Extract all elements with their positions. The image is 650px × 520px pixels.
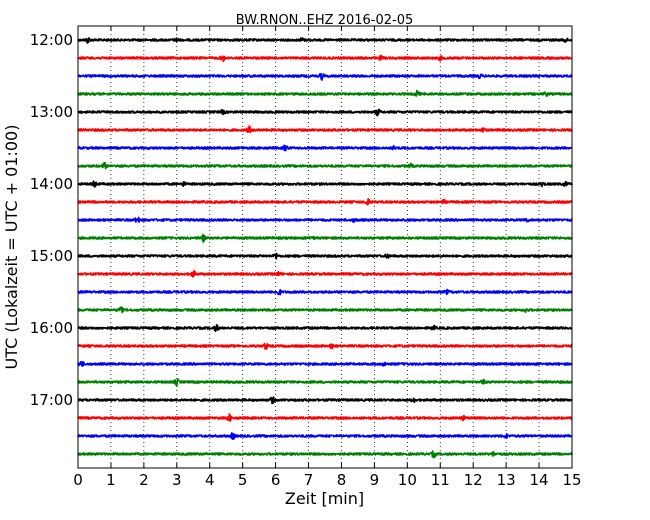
x-tick-label: 4 bbox=[205, 471, 215, 489]
x-tick-label: 5 bbox=[238, 471, 248, 489]
x-tick-label: 9 bbox=[370, 471, 380, 489]
trace-line bbox=[77, 252, 573, 260]
trace-line bbox=[77, 342, 573, 350]
trace-line bbox=[77, 108, 573, 117]
plot-frame bbox=[77, 25, 573, 469]
axes: 0 1 2 3 4 5 6 7 8 9 10 11 12 13 14 1512:0013:0014:0015:… bbox=[30, 25, 582, 489]
trace-line bbox=[77, 144, 573, 152]
y-tick-label: 12:00 bbox=[30, 31, 73, 49]
x-tick-label: 10 bbox=[398, 471, 417, 489]
trace-line bbox=[77, 89, 573, 97]
trace-line bbox=[77, 161, 573, 170]
x-tick-label: 2 bbox=[139, 471, 149, 489]
traces bbox=[77, 37, 573, 459]
trace-line bbox=[77, 125, 573, 134]
trace-line bbox=[77, 431, 573, 441]
trace-line bbox=[77, 37, 573, 44]
x-tick-label: 1 bbox=[106, 471, 116, 489]
trace-line bbox=[77, 233, 573, 243]
x-tick-label: 3 bbox=[172, 471, 182, 489]
y-tick-label: 16:00 bbox=[30, 319, 73, 337]
x-tick-label: 11 bbox=[431, 471, 450, 489]
trace-line bbox=[77, 378, 573, 387]
x-tick-label: 15 bbox=[562, 471, 581, 489]
y-tick-label: 14:00 bbox=[30, 175, 73, 193]
trace-line bbox=[77, 180, 573, 188]
x-axis-label: Zeit [min] bbox=[285, 489, 364, 508]
x-tick-label: 13 bbox=[497, 471, 516, 489]
trace-line bbox=[77, 72, 573, 81]
x-tick-label: 12 bbox=[464, 471, 483, 489]
trace-line bbox=[77, 54, 573, 63]
y-tick-label: 17:00 bbox=[30, 391, 73, 409]
trace-line bbox=[77, 413, 573, 422]
trace-line bbox=[77, 288, 573, 296]
trace-line bbox=[77, 360, 573, 367]
trace-line bbox=[77, 450, 573, 459]
trace-line bbox=[77, 396, 573, 405]
x-tick-label: 0 bbox=[73, 471, 83, 489]
x-tick-label: 6 bbox=[271, 471, 281, 489]
trace-line bbox=[77, 269, 573, 278]
trace-line bbox=[77, 306, 573, 314]
trace-line bbox=[77, 323, 573, 333]
chart-title: BW.RNON..EHZ 2016-02-05 bbox=[236, 13, 414, 28]
x-tick-label: 7 bbox=[304, 471, 314, 489]
x-tick-label: 8 bbox=[337, 471, 347, 489]
x-tick-label: 14 bbox=[530, 471, 549, 489]
trace-line bbox=[77, 198, 573, 206]
y-tick-label: 15:00 bbox=[30, 247, 73, 265]
y-tick-label: 13:00 bbox=[30, 103, 73, 121]
y-axis-label: UTC (Lokalzeit = UTC + 01:00) bbox=[2, 125, 21, 370]
grid bbox=[110, 26, 540, 468]
trace-line bbox=[77, 216, 573, 224]
